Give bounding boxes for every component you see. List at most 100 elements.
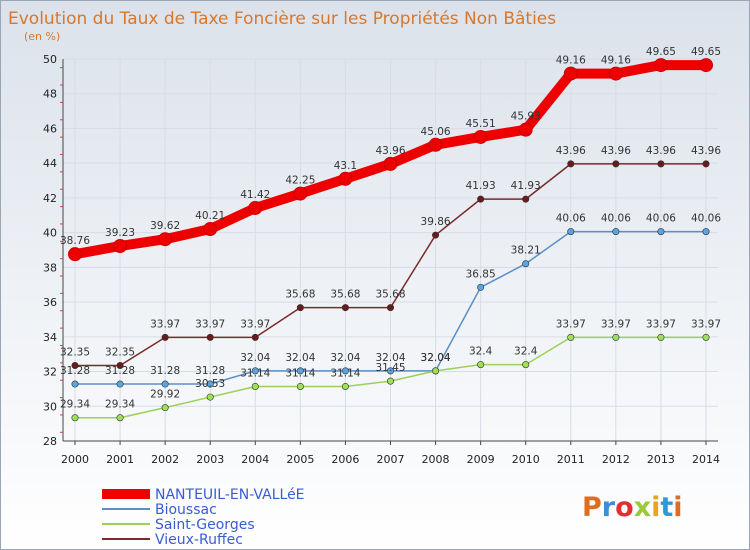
data-label: 32.04 bbox=[421, 352, 451, 364]
x-tick-label: 2011 bbox=[557, 453, 585, 466]
data-point bbox=[296, 304, 304, 312]
data-label: 32.35 bbox=[105, 346, 135, 358]
data-label: 39.62 bbox=[150, 220, 180, 232]
data-label: 31.28 bbox=[150, 365, 180, 377]
data-point bbox=[702, 333, 710, 341]
data-label: 31.45 bbox=[375, 362, 405, 374]
data-point bbox=[522, 195, 530, 203]
data-label: 31.14 bbox=[330, 367, 360, 379]
x-tick-label: 2003 bbox=[196, 453, 224, 466]
x-tick-label: 2012 bbox=[602, 453, 630, 466]
data-label: 32.04 bbox=[375, 352, 405, 364]
data-point bbox=[116, 361, 124, 369]
logo-letter: i bbox=[673, 492, 682, 523]
data-label: 32.04 bbox=[285, 352, 315, 364]
data-point bbox=[206, 333, 214, 341]
data-point bbox=[563, 66, 578, 81]
x-tick-label: 2013 bbox=[647, 453, 675, 466]
x-tick-label: 2004 bbox=[241, 453, 269, 466]
data-point bbox=[248, 200, 263, 215]
data-point bbox=[296, 367, 304, 375]
data-point bbox=[71, 380, 79, 388]
data-point bbox=[699, 58, 713, 73]
data-point bbox=[71, 361, 79, 369]
data-label: 31.28 bbox=[195, 365, 225, 377]
data-label: 39.23 bbox=[105, 227, 135, 239]
data-label: 43.96 bbox=[375, 145, 405, 157]
data-label: 38.76 bbox=[60, 235, 90, 247]
data-point bbox=[251, 333, 259, 341]
x-tick-label: 2001 bbox=[106, 453, 134, 466]
x-tick-label: 2005 bbox=[286, 453, 314, 466]
data-label: 33.97 bbox=[240, 318, 270, 330]
y-tick-label: 40 bbox=[43, 227, 57, 240]
logo-letter: P bbox=[582, 492, 602, 523]
y-tick-label: 48 bbox=[43, 88, 57, 101]
data-point bbox=[612, 333, 620, 341]
data-point bbox=[341, 304, 349, 312]
y-tick-label: 46 bbox=[43, 122, 57, 135]
data-point bbox=[386, 367, 394, 375]
y-tick-label: 44 bbox=[43, 157, 57, 170]
x-tick-label: 2007 bbox=[377, 453, 405, 466]
data-point bbox=[386, 377, 394, 385]
data-point bbox=[657, 160, 665, 168]
data-point bbox=[341, 367, 349, 375]
data-point bbox=[612, 160, 620, 168]
proxiti-logo: Proxiti bbox=[582, 492, 683, 523]
data-label: 33.97 bbox=[556, 318, 586, 330]
data-point bbox=[432, 367, 440, 375]
legend-label: Vieux-Ruffec bbox=[155, 532, 243, 548]
legend-label: Bioussac bbox=[155, 502, 217, 518]
data-label: 49.65 bbox=[691, 46, 721, 58]
logo-letter: x bbox=[634, 492, 651, 523]
y-tick-label: 30 bbox=[43, 400, 57, 413]
data-label: 32.04 bbox=[421, 352, 451, 364]
logo-letter: i bbox=[651, 492, 660, 523]
data-label: 31.14 bbox=[285, 367, 315, 379]
logo-letter: o bbox=[615, 492, 634, 523]
y-tick-label: 32 bbox=[43, 366, 57, 379]
x-tick-label: 2008 bbox=[422, 453, 450, 466]
data-point bbox=[68, 247, 82, 262]
data-point bbox=[206, 393, 214, 401]
x-tick-label: 2000 bbox=[61, 453, 89, 466]
data-point bbox=[477, 361, 485, 369]
data-label: 45.06 bbox=[421, 126, 451, 138]
data-label: 32.04 bbox=[330, 352, 360, 364]
data-label: 45.93 bbox=[511, 111, 541, 123]
data-label: 31.28 bbox=[60, 365, 90, 377]
data-label: 43.96 bbox=[556, 145, 586, 157]
data-label: 33.97 bbox=[601, 318, 631, 330]
data-label: 40.21 bbox=[195, 210, 225, 222]
data-label: 40.06 bbox=[691, 213, 721, 225]
legend-label: NANTEUIL-EN-VALLéE bbox=[155, 487, 305, 503]
data-label: 49.16 bbox=[601, 55, 631, 67]
data-label: 29.34 bbox=[60, 399, 90, 411]
data-label: 33.97 bbox=[646, 318, 676, 330]
data-point bbox=[71, 414, 79, 422]
data-point bbox=[296, 382, 304, 390]
x-tick-label: 2002 bbox=[151, 453, 179, 466]
data-label: 41.93 bbox=[511, 180, 541, 192]
y-tick-label: 36 bbox=[43, 296, 57, 309]
data-point bbox=[293, 186, 308, 201]
data-label: 38.21 bbox=[511, 245, 541, 257]
data-point bbox=[116, 414, 124, 422]
data-point bbox=[206, 380, 214, 388]
data-label: 39.86 bbox=[421, 216, 451, 228]
x-tick-label: 2010 bbox=[512, 453, 540, 466]
data-label: 43.96 bbox=[601, 145, 631, 157]
data-label: 40.06 bbox=[556, 213, 586, 225]
data-labels: 38.76 39.23 39.62 40.21 41.42 42.25 43.1 43.96 4… bbox=[60, 46, 721, 411]
legend: NANTEUIL-EN-VALLéEBioussacSaint-GeorgesV… bbox=[102, 487, 305, 548]
data-point bbox=[702, 160, 710, 168]
data-point bbox=[161, 380, 169, 388]
x-tick-label: 2006 bbox=[331, 453, 359, 466]
data-point bbox=[567, 333, 575, 341]
data-label: 36.85 bbox=[466, 268, 496, 280]
data-point bbox=[113, 239, 128, 254]
data-point bbox=[567, 228, 575, 236]
y-tick-labels: 28 30 32 34 36 38 40 42 44 46 48 50 bbox=[43, 53, 57, 448]
